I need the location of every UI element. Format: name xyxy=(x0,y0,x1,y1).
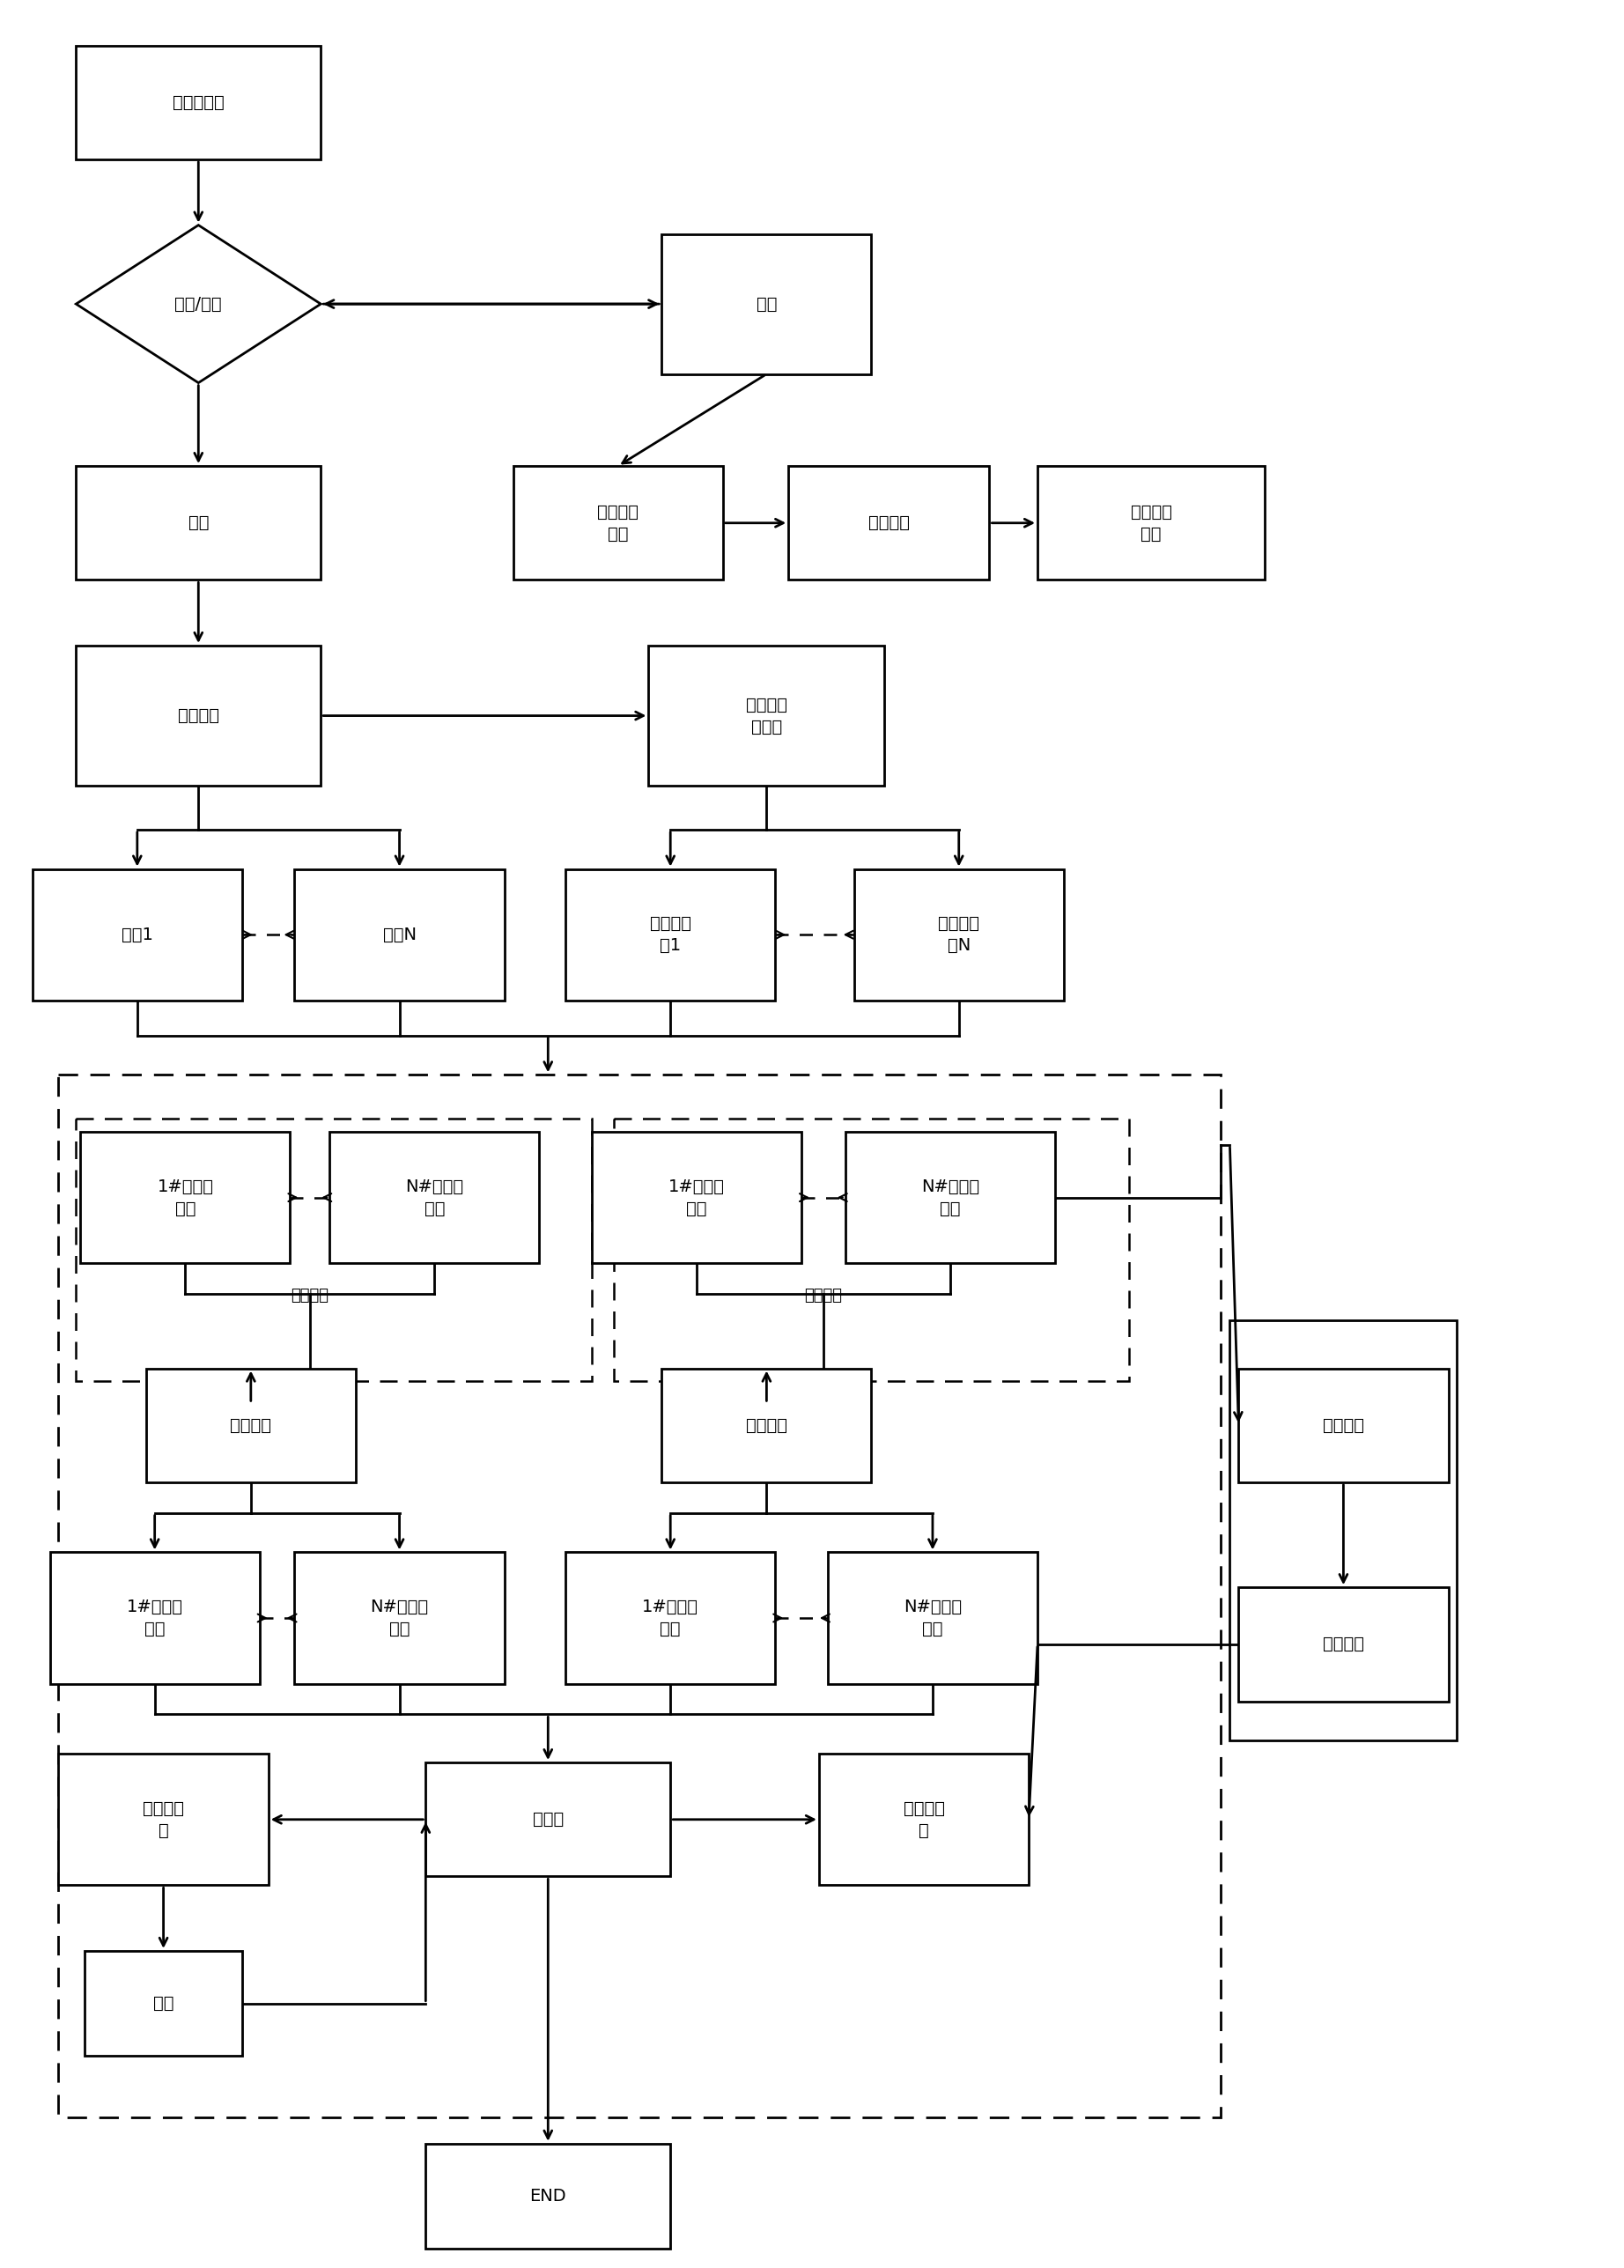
Text: 故障监测: 故障监测 xyxy=(869,515,909,531)
Bar xyxy=(76,646,322,785)
Bar xyxy=(32,869,242,1000)
Text: 液位检测: 液位检测 xyxy=(291,1288,328,1304)
Bar xyxy=(1239,1368,1449,1483)
Bar xyxy=(1229,1320,1457,1740)
Text: 自定义配
方N: 自定义配 方N xyxy=(939,916,979,955)
Text: END: END xyxy=(529,2189,567,2204)
Bar xyxy=(844,1132,1056,1263)
Bar xyxy=(661,234,872,374)
Bar xyxy=(661,1368,872,1483)
Text: 配方N: 配方N xyxy=(383,925,416,943)
Text: 手动控制
程序: 手动控制 程序 xyxy=(598,503,638,542)
Text: 自定义配
方1: 自定义配 方1 xyxy=(650,916,692,955)
Polygon shape xyxy=(76,225,322,383)
Text: 自动: 自动 xyxy=(188,515,209,531)
Text: 称重模块: 称重模块 xyxy=(745,1418,788,1433)
Bar xyxy=(614,1118,1129,1381)
Text: 自定义配
方设置: 自定义配 方设置 xyxy=(745,696,788,735)
Bar xyxy=(294,1551,505,1683)
Bar xyxy=(84,1950,242,2057)
Bar xyxy=(330,1132,539,1263)
Text: 报警处理
程序: 报警处理 程序 xyxy=(1130,503,1173,542)
Bar xyxy=(425,2143,671,2250)
Text: N#粉体配
料釜: N#粉体配 料釜 xyxy=(903,1599,961,1637)
Bar xyxy=(146,1368,356,1483)
Text: 1#液体储
料罐: 1#液体储 料罐 xyxy=(158,1177,213,1218)
Text: N#粉体储
料罐: N#粉体储 料罐 xyxy=(921,1177,979,1218)
Bar xyxy=(854,869,1064,1000)
Bar xyxy=(294,869,505,1000)
Text: 电机: 电机 xyxy=(153,1996,174,2012)
Text: 白动/手动: 白动/手动 xyxy=(175,295,222,313)
Bar xyxy=(648,646,885,785)
Bar xyxy=(565,1551,775,1683)
Bar xyxy=(513,465,723,581)
Bar xyxy=(81,1132,291,1263)
Bar xyxy=(50,1551,260,1683)
Text: N#液体配
料釜: N#液体配 料釜 xyxy=(370,1599,429,1637)
Bar xyxy=(76,45,322,159)
Bar xyxy=(818,1753,1028,1885)
Text: 1#粉体储
料罐: 1#粉体储 料罐 xyxy=(669,1177,724,1218)
Text: 手动: 手动 xyxy=(757,295,776,313)
Bar xyxy=(425,1762,671,1876)
Bar xyxy=(1038,465,1265,581)
Bar xyxy=(1239,1588,1449,1701)
Bar xyxy=(58,1753,268,1885)
Text: 1#粉体配
料釜: 1#粉体配 料釜 xyxy=(641,1599,698,1637)
Bar xyxy=(58,1075,1221,2118)
Bar xyxy=(828,1551,1038,1683)
Bar xyxy=(565,869,775,1000)
Bar xyxy=(76,1118,591,1381)
Text: 温度传感
器: 温度传感 器 xyxy=(903,1801,945,1839)
Text: 配方界面: 配方界面 xyxy=(177,708,219,723)
Bar xyxy=(76,465,322,581)
Text: 配方1: 配方1 xyxy=(122,925,153,943)
Text: 液位传感
器: 液位传感 器 xyxy=(143,1801,184,1839)
Text: 数据初始化: 数据初始化 xyxy=(172,93,224,111)
Text: N#液体储
料罐: N#液体储 料罐 xyxy=(406,1177,463,1218)
Text: 故障监测: 故障监测 xyxy=(1322,1418,1364,1433)
Text: 计量模块: 计量模块 xyxy=(231,1418,271,1433)
Text: 反应釜: 反应釜 xyxy=(533,1812,564,1828)
Text: 报警处理: 报警处理 xyxy=(1322,1635,1364,1653)
Text: 1#液体配
料釜: 1#液体配 料釜 xyxy=(127,1599,184,1637)
Bar xyxy=(591,1132,802,1263)
Text: 重量检测: 重量检测 xyxy=(804,1288,843,1304)
Bar xyxy=(788,465,989,581)
